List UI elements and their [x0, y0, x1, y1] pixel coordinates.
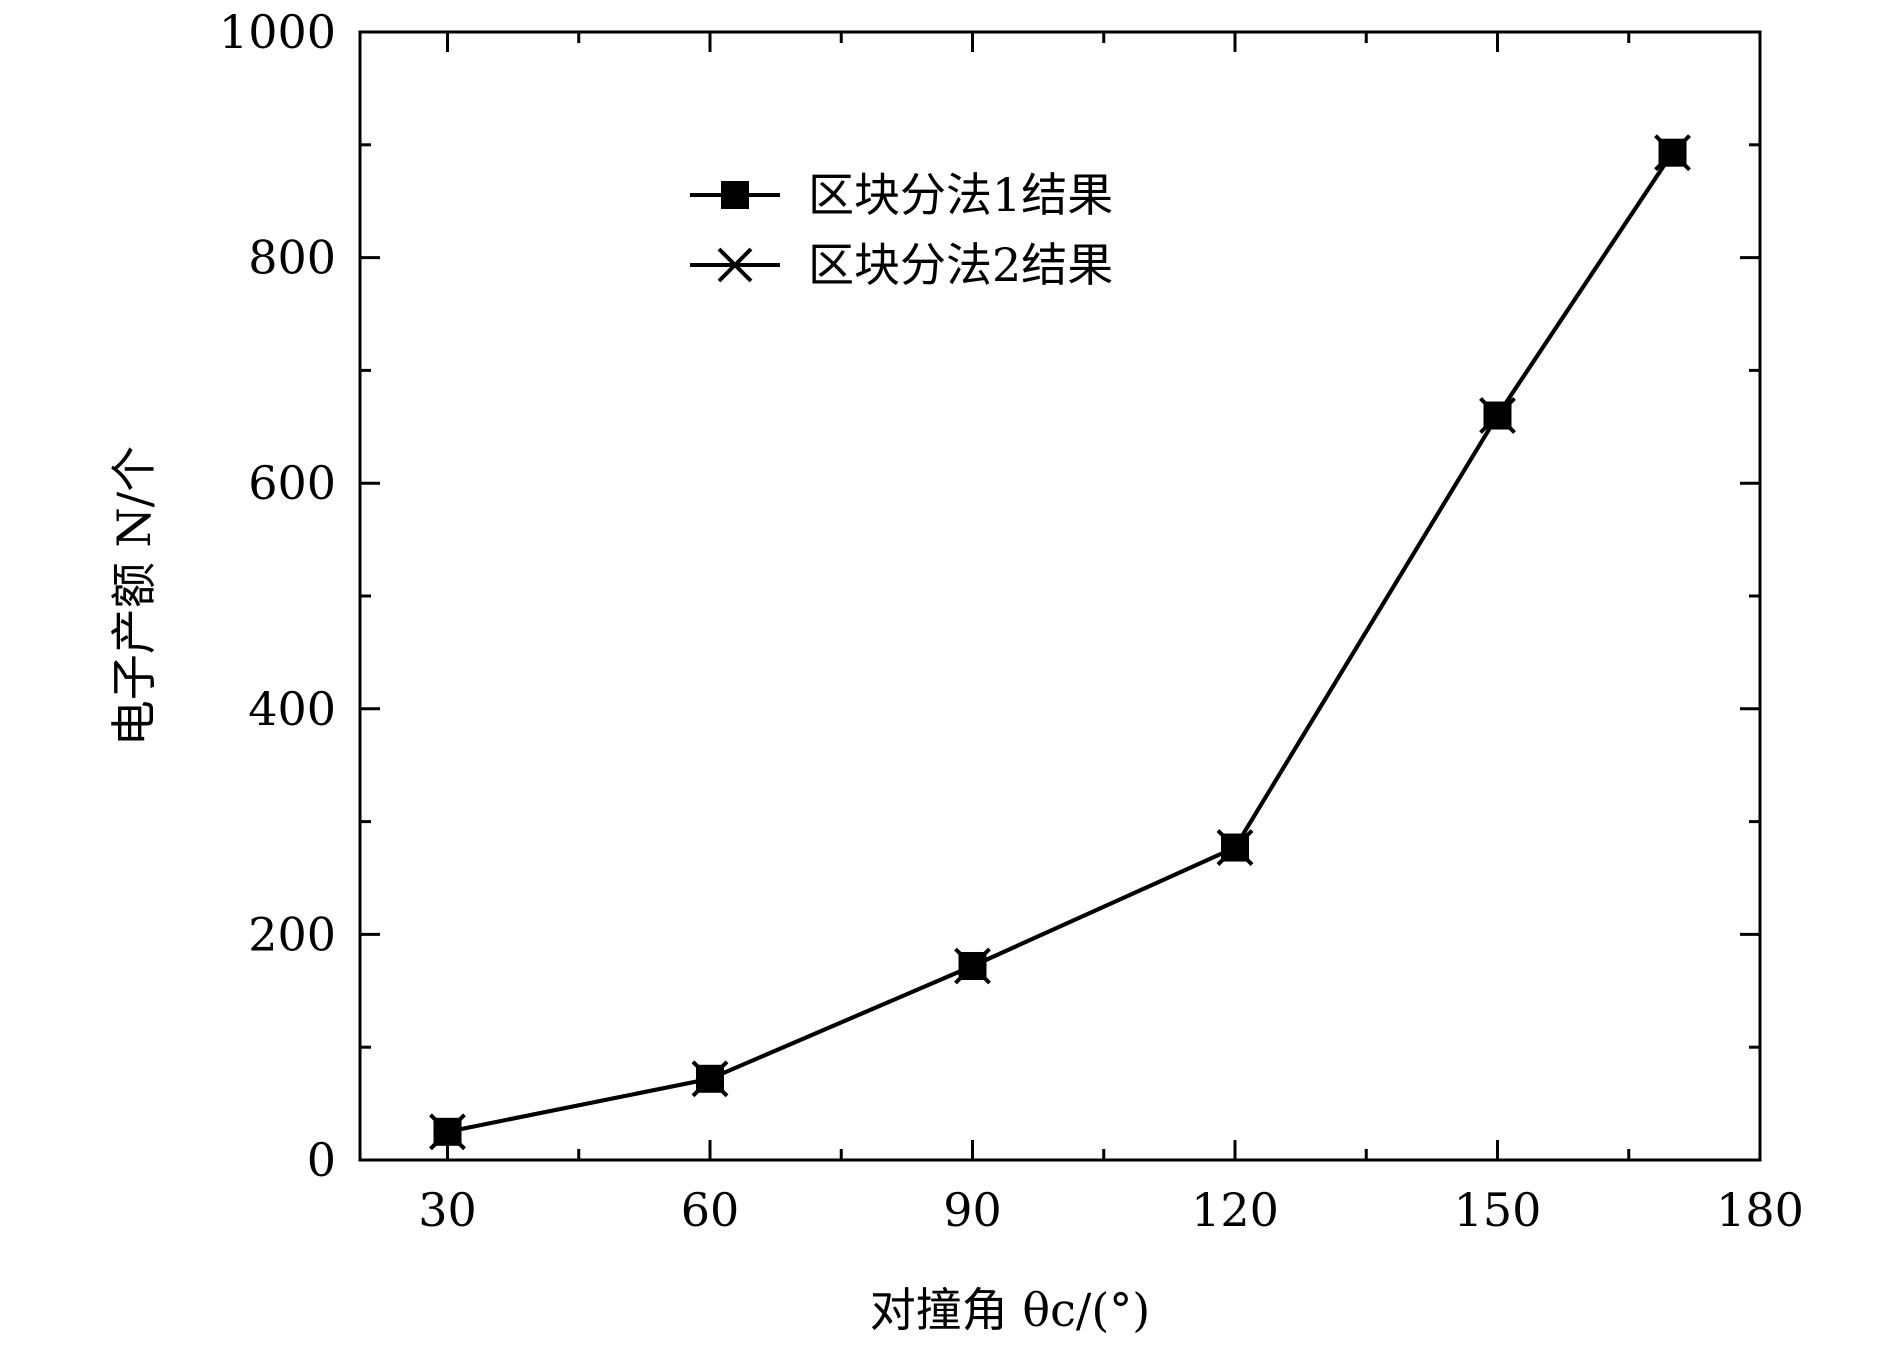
legend-label-series-2: 区块分法2结果	[808, 238, 1113, 292]
x-tick-label: 180	[1716, 1183, 1804, 1237]
series-1-line	[447, 151, 1675, 1134]
y-tick-label: 200	[248, 907, 336, 961]
x-tick-label: 30	[418, 1183, 477, 1237]
series-2-line	[447, 151, 1675, 1134]
series-layer	[429, 134, 1691, 1151]
tick-labels: 0 200 400 600 800 1000 30 60 90 120 150 180	[219, 5, 1804, 1237]
legend: 区块分法1结果 区块分法2结果	[690, 168, 1113, 292]
y-tick-label: 1000	[219, 5, 336, 59]
series-2-point	[1654, 134, 1691, 172]
y-axis-title: 电子产额 N/个	[107, 446, 161, 746]
series-2-point	[1216, 829, 1254, 866]
legend-marker-cross	[717, 247, 753, 283]
x-tick-label: 120	[1191, 1183, 1279, 1237]
y-tick-label: 400	[248, 682, 336, 736]
x-tick-label: 150	[1454, 1183, 1542, 1237]
axis-ticks	[360, 32, 1760, 1160]
y-tick-label: 0	[307, 1133, 336, 1187]
series-2-point	[429, 1113, 466, 1151]
series-2-point	[1479, 397, 1516, 434]
x-tick-label: 90	[943, 1183, 1002, 1237]
series-2-point	[954, 947, 991, 985]
legend-label-series-1: 区块分法1结果	[808, 168, 1113, 222]
y-tick-label: 800	[248, 231, 336, 285]
x-tick-label: 60	[681, 1183, 740, 1237]
series-2-point	[691, 1060, 729, 1098]
x-axis-title: 对撞角 θc/(°)	[870, 1283, 1150, 1337]
legend-marker-square	[721, 181, 749, 209]
y-tick-label: 600	[248, 456, 336, 510]
